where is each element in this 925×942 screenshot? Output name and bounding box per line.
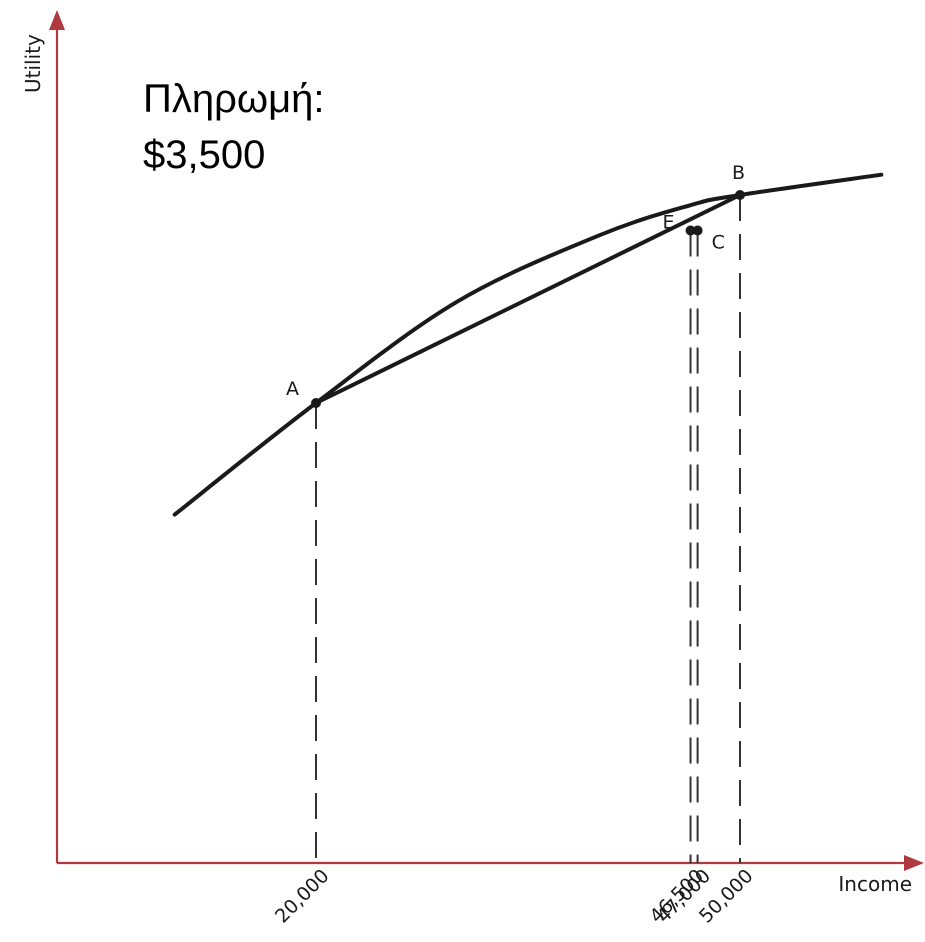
x-axis-arrowhead: [904, 855, 924, 871]
guides-layer: [315, 195, 741, 863]
y-axis-arrowhead: [49, 10, 65, 30]
chord-a-b: [314, 193, 742, 405]
point-b-marker: [735, 190, 745, 200]
points-layer: A B C E: [286, 162, 745, 408]
point-a-marker: [311, 398, 321, 408]
utility-curve: [172, 172, 884, 517]
y-axis-label: Utility: [21, 34, 45, 93]
payment-caption-line-2: $3,500: [143, 133, 265, 177]
payment-caption-line-1: Πληρωμή:: [143, 77, 325, 121]
point-a-label: A: [286, 378, 299, 400]
point-c-label: C: [712, 232, 725, 254]
point-c-marker: [692, 225, 703, 236]
x-tick-label-0: 20,000: [271, 865, 334, 928]
curve-layer: [172, 172, 884, 517]
point-b-label: B: [732, 162, 745, 184]
point-e-label: E: [663, 212, 675, 234]
point-e-marker: [685, 225, 696, 236]
axes: [49, 10, 924, 871]
x-axis-label: Income: [838, 872, 912, 896]
